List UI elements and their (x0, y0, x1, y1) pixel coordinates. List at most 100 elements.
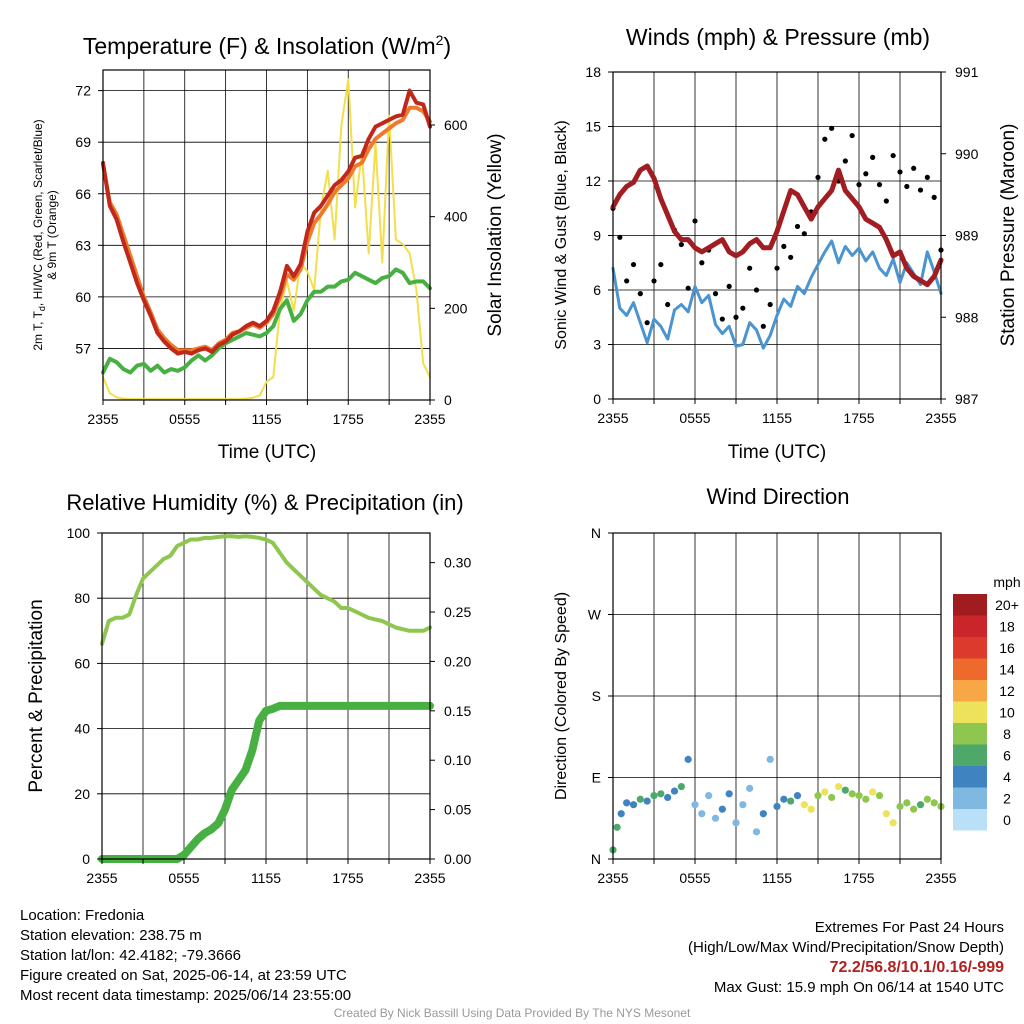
direction-point (643, 797, 651, 805)
gust-point (753, 287, 760, 293)
direction-point (882, 810, 890, 818)
insolation-line (102, 78, 431, 401)
y2-tick-label: 0 (444, 392, 452, 408)
gust-point (897, 169, 903, 175)
direction-point (896, 802, 904, 811)
extremes-box: Extremes For Past 24 Hours (High/Low/Max… (688, 918, 1004, 998)
temp-y2label: Solar Insolation (Yellow) (485, 133, 506, 336)
y2-tick-label: 991 (955, 64, 979, 80)
credit-line: Created By Nick Bassill Using Data Provi… (333, 1006, 691, 1020)
direction-point (923, 795, 931, 803)
gust-point (788, 254, 794, 260)
direction-point (875, 792, 884, 800)
gust-point (924, 174, 930, 180)
colorbar-swatch (953, 766, 987, 788)
y-tick-label: 72 (75, 83, 91, 99)
direction-point (718, 805, 726, 813)
gust-point (617, 234, 623, 240)
wind-ticks: 2355 0555 1155 1755 2355 0 3 6 9 12 15 18 987 988 989 9… (585, 64, 978, 426)
colorbar-swatch (953, 744, 987, 766)
rh-title: Relative Humidity (%) & Precipitation (i… (66, 490, 463, 515)
direction-point (650, 792, 658, 800)
y-tick-label: W (588, 607, 602, 623)
x-tick-label: 0555 (169, 411, 200, 427)
extremes-heading: Extremes For Past 24 Hours (814, 919, 1004, 936)
gust-point (624, 278, 630, 284)
colorbar-label: 14 (999, 662, 1015, 678)
direction-point (691, 801, 699, 809)
y-tick-label: 69 (75, 134, 91, 150)
gust-point (747, 265, 753, 271)
direction-point (705, 792, 713, 800)
gust-point (801, 231, 807, 237)
x-tick-label: 2355 (86, 870, 117, 886)
dir-ylabel: Direction (Colored By Speed) (553, 592, 570, 800)
x-tick-label: 1155 (251, 411, 281, 427)
direction-point (841, 786, 849, 794)
wind-grid (613, 71, 941, 400)
colorbar-swatch (953, 787, 987, 809)
y-tick-label: 15 (585, 119, 601, 135)
wind-ylabel: Sonic Wind & Gust (Blue, Black) (553, 120, 570, 349)
y-tick-label: 60 (75, 289, 91, 305)
gust-point (904, 183, 910, 190)
y-tick-label: 60 (74, 655, 90, 671)
y2-tick-label: 200 (444, 300, 468, 316)
rh-ylabel: Percent & Precipitation (26, 599, 47, 792)
direction-point (916, 801, 925, 809)
gust-point (931, 194, 937, 200)
temp-2m-line (101, 88, 432, 356)
direction-point (787, 797, 795, 805)
wind-xlabel: Time (UTC) (728, 442, 827, 463)
direction-point (739, 801, 747, 809)
x-tick-label: 2355 (597, 870, 628, 886)
gust-point (876, 182, 883, 188)
y-tick-label: 3 (593, 337, 601, 353)
dir-grid (613, 532, 941, 860)
gust-point (917, 187, 924, 193)
colorbar-label: 6 (1003, 748, 1011, 764)
humidity-panel: Relative Humidity (%) & Precipitation (i… (26, 490, 471, 886)
x-tick-label: 2355 (925, 410, 956, 426)
colorbar-swatch (953, 658, 987, 680)
x-tick-label: 1155 (251, 870, 281, 886)
y2-tick-label: 600 (444, 117, 468, 133)
station-elevation: Station elevation: 238.75 m (20, 927, 202, 944)
x-tick-label: 2355 (925, 870, 956, 886)
colorbar-swatch (953, 809, 987, 831)
gust-point (726, 283, 732, 289)
y-tick-label: 57 (75, 340, 91, 356)
gust-point (815, 174, 821, 180)
y2-tick-label: 987 (955, 391, 979, 407)
rh-ticks: 2355 0555 1155 1755 2355 0 20 40 60 80 100 0.00 0.05… (67, 525, 472, 886)
x-tick-label: 2355 (414, 411, 445, 427)
winds-panel: Winds (mph) & Pressure (mb) 2355 0555 1155… (553, 24, 1019, 463)
y2-tick-label: 990 (955, 146, 979, 162)
pressure-line (610, 163, 944, 288)
y-tick-label: 20 (74, 786, 90, 802)
gust-point (863, 171, 869, 177)
colorbar-label: 12 (999, 683, 1015, 699)
direction-point (677, 782, 685, 791)
x-tick-label: 1755 (843, 870, 874, 886)
gust-point (651, 278, 657, 284)
temp-ylabel-line2: & 9m T (Orange) (45, 190, 59, 280)
direction-point (623, 799, 631, 807)
y-tick-label: E (592, 770, 601, 786)
gust-point (774, 265, 780, 271)
y2-tick-label: 400 (444, 209, 468, 225)
gust-point (733, 314, 739, 320)
colorbar-swatch (953, 594, 987, 616)
extremes-legend: (High/Low/Max Wind/Precipitation/Snow De… (688, 939, 1004, 956)
temp-ylabel: 2m T, Td, HI/WC (Red, Green, Scarlet/Blu… (31, 119, 47, 350)
gust-point (637, 291, 643, 297)
figure-created: Figure created on Sat, 2025-06-14, at 23… (20, 967, 347, 984)
colorbar-swatch (953, 723, 987, 745)
temp-xlabel: Time (UTC) (218, 442, 317, 463)
direction-point (636, 795, 644, 803)
y-tick-label: S (592, 688, 601, 704)
direction-point (725, 790, 733, 798)
direction-point (780, 795, 788, 803)
colorbar-unit: mph (993, 574, 1020, 590)
